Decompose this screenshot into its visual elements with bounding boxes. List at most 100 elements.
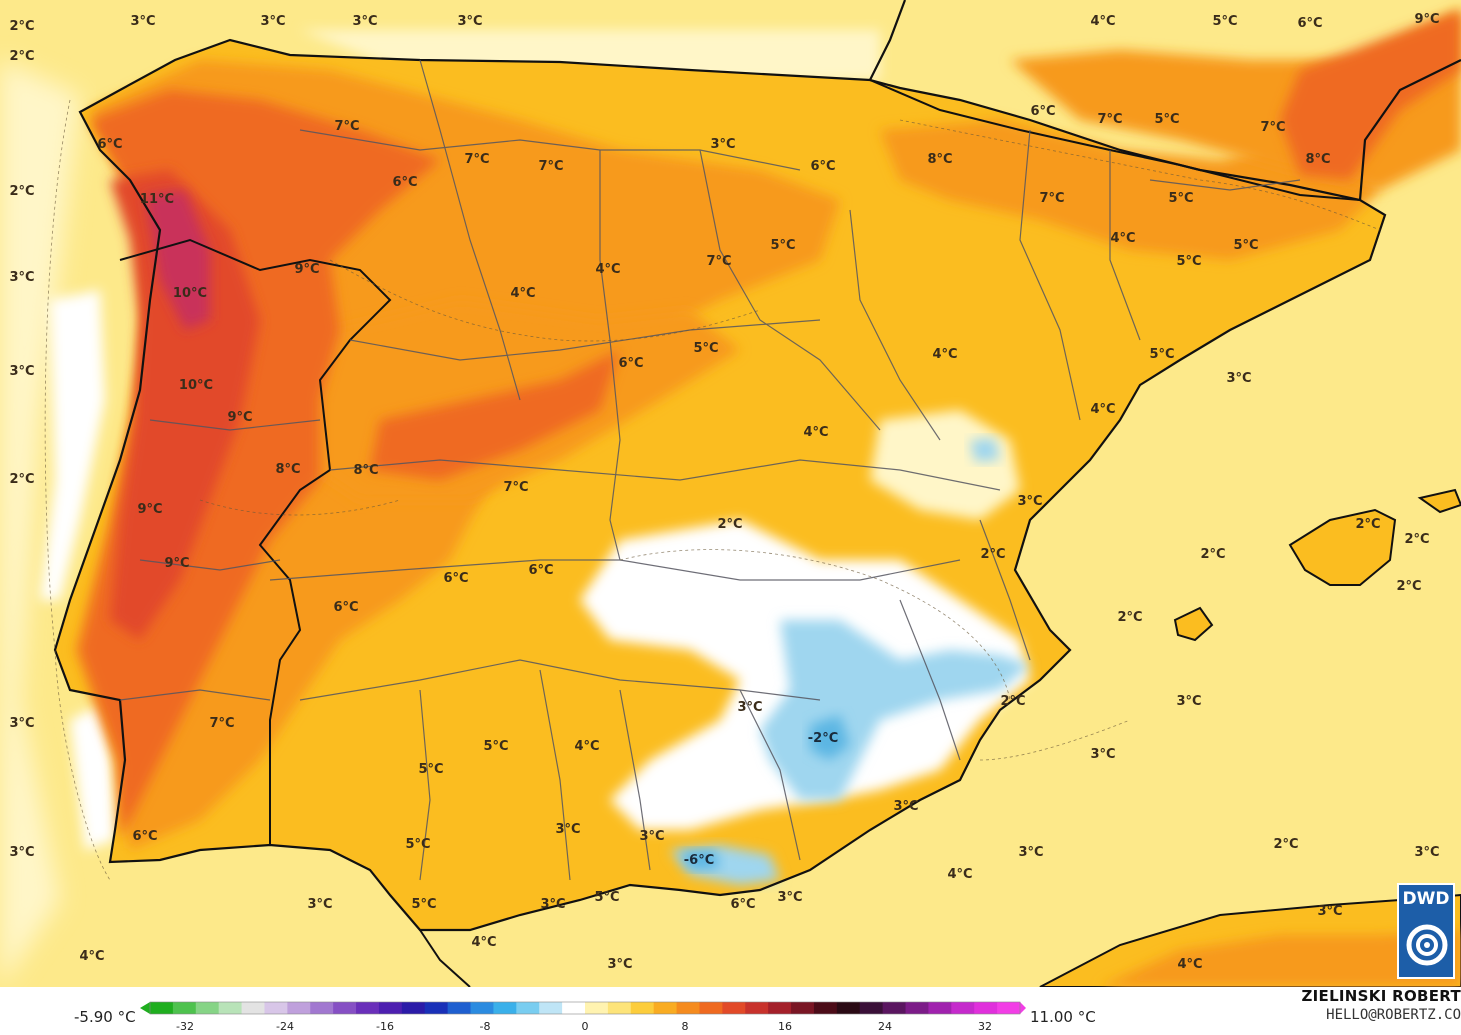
scale-tick-label: -16 — [376, 1020, 394, 1033]
temperature-label: 7°C — [503, 480, 528, 495]
temperature-label: 2°C — [9, 184, 34, 199]
temperature-label: 6°C — [1297, 16, 1322, 31]
scale-color-cell — [836, 1002, 861, 1014]
temperature-label: 5°C — [770, 238, 795, 253]
scale-color-cell — [699, 1002, 723, 1014]
temperature-label: 5°C — [1212, 14, 1237, 29]
cold-spot-east — [970, 438, 1000, 462]
temperature-labels: 3°C 3°C 3°C 3°C 2°C 2°C 4°C 5°C 6°C 9°C 6°C 7°C 7°C 7… — [9, 12, 1439, 972]
temperature-label: 8°C — [275, 462, 300, 477]
scale-color-cell — [585, 1002, 609, 1014]
scale-color-cell — [470, 1002, 494, 1014]
hottest-zone-galicia — [145, 190, 210, 330]
color-scale-ticks: -32 -24 -16 -8 0 8 16 24 32 — [176, 1020, 992, 1033]
ibiza-island — [1173, 606, 1214, 642]
temperature-label: 4°C — [803, 425, 828, 440]
france-coastline — [869, 0, 907, 81]
cool-zone-east — [870, 410, 1020, 520]
scale-tick-label: 0 — [582, 1020, 589, 1033]
temperature-map-canvas: 3°C 3°C 3°C 3°C 2°C 2°C 4°C 5°C 6°C 9°C 6°C 7°C 7°C 7… — [0, 0, 1461, 987]
scale-color-cell — [539, 1002, 563, 1014]
temperature-label: 9°C — [294, 262, 319, 277]
temperature-label: 6°C — [392, 175, 417, 190]
scale-color-cell — [287, 1002, 311, 1014]
temperature-label: 8°C — [1305, 152, 1330, 167]
temperature-label: 3°C — [607, 957, 632, 972]
temperature-label: 5°C — [411, 897, 436, 912]
scale-color-cell — [562, 1002, 586, 1014]
temperature-label: 3°C — [9, 270, 34, 285]
scale-color-cell — [516, 1002, 540, 1014]
temperature-label: 3°C — [9, 364, 34, 379]
temperature-label: 6°C — [618, 356, 643, 371]
scale-color-cell — [172, 1002, 197, 1014]
temperature-label: 3°C — [260, 14, 285, 29]
atlantic-south-white — [70, 700, 115, 850]
color-scale-cells — [140, 1001, 1026, 1015]
author-email: HELLO@ROBERTZ.CO — [1326, 1007, 1461, 1023]
scale-color-cell — [974, 1002, 998, 1014]
temperature-label: 3°C — [457, 14, 482, 29]
temperature-label: 10°C — [179, 378, 213, 393]
scale-right-arrow — [1020, 1002, 1026, 1014]
temperature-label: 2°C — [9, 19, 34, 34]
scale-color-cell — [882, 1002, 907, 1014]
temperature-label: 5°C — [1233, 238, 1258, 253]
temperature-label: 5°C — [693, 341, 718, 356]
temperature-label: 3°C — [307, 897, 332, 912]
scale-tick-label: -32 — [176, 1020, 194, 1033]
temperature-label: 4°C — [1110, 231, 1135, 246]
temperature-label: 3°C — [710, 137, 735, 152]
scale-color-cell — [310, 1002, 334, 1014]
temperature-label: 3°C — [352, 14, 377, 29]
temperature-label: 2°C — [9, 49, 34, 64]
scale-color-cell — [401, 1002, 426, 1014]
temperature-label: 11°C — [140, 192, 174, 207]
temperature-label: 4°C — [574, 739, 599, 754]
temperature-label: 10°C — [173, 286, 207, 301]
temperature-label: 9°C — [164, 556, 189, 571]
scale-tick-label: -24 — [276, 1020, 294, 1033]
temperature-label: 2°C — [1200, 547, 1225, 562]
temperature-label: 2°C — [1117, 610, 1142, 625]
scale-max-value: 11.00 °C — [1030, 1008, 1096, 1026]
forecast-map: 3°C 3°C 3°C 3°C 2°C 2°C 4°C 5°C 6°C 9°C 6°C 7°C 7°C 7… — [0, 0, 1461, 987]
temperature-label: 5°C — [1149, 347, 1174, 362]
scale-color-cell — [150, 1002, 174, 1014]
temperature-label: 2°C — [1000, 694, 1025, 709]
temperature-label: 3°C — [1176, 694, 1201, 709]
temperature-label: 3°C — [1090, 747, 1115, 762]
temperature-label: 4°C — [471, 935, 496, 950]
temperature-label: 6°C — [443, 571, 468, 586]
scale-color-cell — [813, 1002, 838, 1014]
scale-color-cell — [928, 1002, 952, 1014]
scale-min-value: -5.90 °C — [74, 1008, 136, 1026]
temperature-label: 2°C — [1396, 579, 1421, 594]
temperature-label: 7°C — [209, 716, 234, 731]
temperature-label: 3°C — [1017, 494, 1042, 509]
temperature-label: 4°C — [1090, 402, 1115, 417]
scale-tick-label: -8 — [480, 1020, 491, 1033]
temperature-label: 6°C — [333, 600, 358, 615]
scale-color-cell — [195, 1002, 220, 1014]
mallorca-island — [1288, 508, 1397, 586]
temperature-label: 6°C — [1030, 104, 1055, 119]
temperature-label: 7°C — [464, 152, 489, 167]
temperature-label: 6°C — [528, 563, 553, 578]
temperature-label: 7°C — [334, 119, 359, 134]
temperature-label: 3°C — [555, 822, 580, 837]
temperature-label: 5°C — [483, 739, 508, 754]
scale-color-cell — [676, 1002, 700, 1014]
temperature-label: 2°C — [717, 517, 742, 532]
scale-color-cell — [241, 1002, 265, 1014]
temperature-label: 9°C — [227, 410, 252, 425]
temperature-label: 3°C — [540, 897, 565, 912]
temperature-label: 3°C — [130, 14, 155, 29]
temperature-label: 3°C — [1414, 845, 1439, 860]
dwd-logo: DWD — [1397, 883, 1455, 979]
scale-color-cell — [424, 1002, 449, 1014]
temperature-label: 6°C — [730, 897, 755, 912]
temperature-label: 3°C — [893, 799, 918, 814]
scale-color-cell — [333, 1002, 357, 1014]
temperature-label: 4°C — [79, 949, 104, 964]
